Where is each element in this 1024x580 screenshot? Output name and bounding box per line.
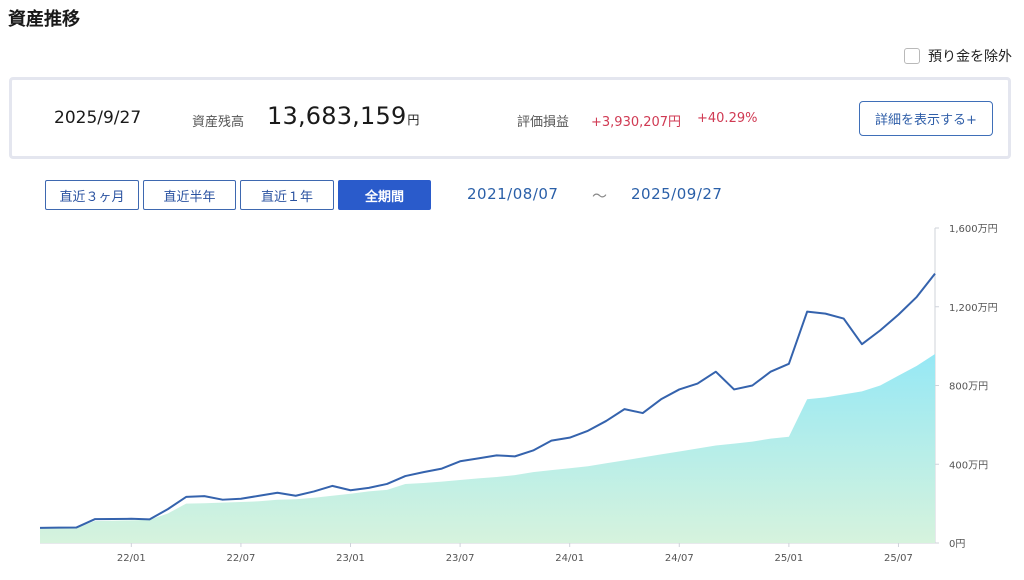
period-6-months-button[interactable]: 直近半年 xyxy=(143,180,236,210)
range-end-date: 2025/09/27 xyxy=(631,185,723,203)
gain-label: 評価損益 xyxy=(517,115,570,130)
x-tick-label: 24/07 xyxy=(665,553,694,564)
x-tick-label: 25/01 xyxy=(774,553,803,564)
period-all-button[interactable]: 全期間 xyxy=(338,180,431,210)
balance-amount: 13,683,159 xyxy=(267,102,407,130)
x-tick-label: 23/07 xyxy=(446,553,475,564)
range-start-date: 2021/08/07 xyxy=(467,185,559,203)
summary-card: 2025/9/27 資産残高 13,683,159円 評価損益 +3,930,2… xyxy=(9,77,1011,159)
show-detail-button[interactable]: 詳細を表示する+ xyxy=(859,101,993,136)
period-3-months-button[interactable]: 直近３ヶ月 xyxy=(45,180,139,210)
balance-unit: 円 xyxy=(407,113,420,127)
exclude-deposit-toggle[interactable]: 預り金を除外 xyxy=(904,46,1012,66)
summary-date: 2025/9/27 xyxy=(54,108,142,128)
exclude-deposit-label: 預り金を除外 xyxy=(928,49,1012,65)
x-tick-label: 23/01 xyxy=(336,553,365,564)
gain-value: +3,930,207円 xyxy=(591,115,682,130)
y-tick-label: 800万円 xyxy=(949,382,988,393)
period-1-year-button[interactable]: 直近１年 xyxy=(240,180,334,210)
balance-label: 資産残高 xyxy=(192,115,245,130)
line-series xyxy=(39,273,936,529)
page-title: 資産推移 xyxy=(8,9,80,30)
gain-percent: +40.29% xyxy=(697,111,758,126)
y-tick-label: 0円 xyxy=(949,539,965,550)
x-tick-label: 22/01 xyxy=(117,553,146,564)
y-tick-label: 1,600万円 xyxy=(949,224,998,235)
x-tick-label: 25/07 xyxy=(884,553,913,564)
range-separator: 〜 xyxy=(592,187,608,205)
area-series xyxy=(40,354,935,543)
x-tick-label: 24/01 xyxy=(555,553,584,564)
y-tick-label: 1,200万円 xyxy=(949,303,998,314)
exclude-deposit-checkbox[interactable] xyxy=(904,48,920,64)
x-tick-label: 22/07 xyxy=(227,553,256,564)
y-tick-label: 400万円 xyxy=(949,460,988,471)
balance-value: 13,683,159円 xyxy=(267,102,420,130)
